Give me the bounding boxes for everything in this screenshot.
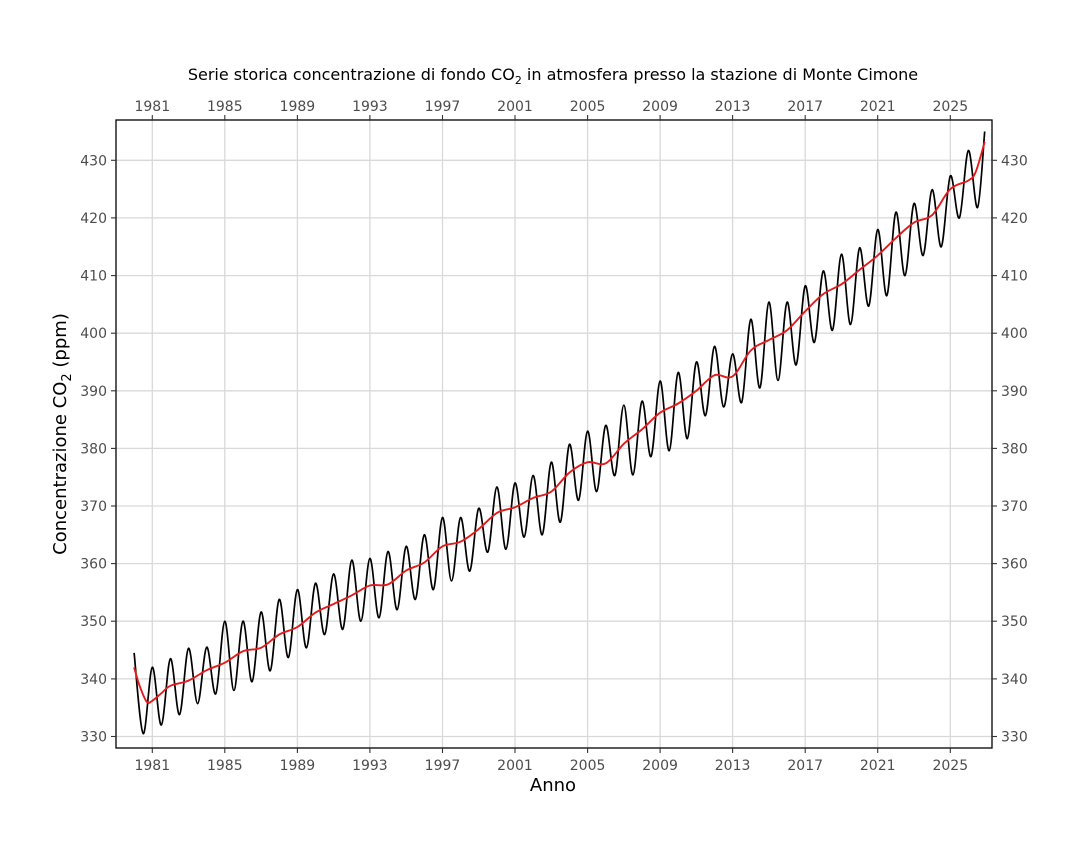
y-tick-label-left: 330 bbox=[80, 730, 107, 746]
x-tick-label-top: 2009 bbox=[642, 99, 678, 115]
y-tick-label-right: 370 bbox=[1001, 499, 1028, 515]
x-tick-label-bottom: 2005 bbox=[570, 758, 606, 774]
x-tick-label-bottom: 2017 bbox=[787, 758, 823, 774]
series-layer bbox=[133, 131, 986, 735]
x-tick-label-bottom: 1985 bbox=[207, 758, 243, 774]
x-tick-label-top: 2025 bbox=[932, 99, 968, 115]
y-tick-label-left: 350 bbox=[80, 614, 107, 630]
grid-lines bbox=[116, 120, 992, 748]
x-tick-label-top: 2013 bbox=[715, 99, 751, 115]
plot-panel-border bbox=[115, 119, 993, 749]
x-tick-label-bottom: 2021 bbox=[860, 758, 896, 774]
y-tick-label-left: 360 bbox=[80, 557, 107, 573]
y-tick-label-left: 400 bbox=[80, 326, 107, 342]
x-tick-label-bottom: 2009 bbox=[642, 758, 678, 774]
y-tick-label-left: 380 bbox=[80, 441, 107, 457]
y-tick-label-right: 400 bbox=[1001, 326, 1028, 342]
x-tick-label-bottom: 1989 bbox=[280, 758, 316, 774]
y-tick-label-left: 370 bbox=[80, 499, 107, 515]
y-tick-label-right: 340 bbox=[1001, 672, 1028, 688]
y-tick-label-right: 430 bbox=[1001, 153, 1028, 169]
chart-title: Serie storica concentrazione di fondo CO… bbox=[188, 65, 918, 87]
x-tick-label-bottom: 1993 bbox=[352, 758, 388, 774]
series-trend-line bbox=[133, 141, 986, 704]
x-tick-label-bottom: 2001 bbox=[497, 758, 533, 774]
x-tick-label-top: 2017 bbox=[787, 99, 823, 115]
y-tick-label-right: 350 bbox=[1001, 614, 1028, 630]
y-tick-label-right: 410 bbox=[1001, 269, 1028, 285]
y-tick-label-left: 410 bbox=[80, 269, 107, 285]
y-tick-label-right: 360 bbox=[1001, 557, 1028, 573]
y-tick-label-right: 380 bbox=[1001, 441, 1028, 457]
y-axis-title: Concentrazione CO2 (ppm) bbox=[50, 313, 75, 555]
y-tick-label-right: 390 bbox=[1001, 384, 1028, 400]
x-tick-label-bottom: 2025 bbox=[932, 758, 968, 774]
x-tick-label-top: 2001 bbox=[497, 99, 533, 115]
x-tick-label-top: 1981 bbox=[134, 99, 170, 115]
y-tick-label-left: 430 bbox=[80, 153, 107, 169]
y-tick-label-left: 420 bbox=[80, 211, 107, 227]
x-tick-label-bottom: 1997 bbox=[425, 758, 461, 774]
y-tick-label-left: 340 bbox=[80, 672, 107, 688]
x-tick-label-top: 2005 bbox=[570, 99, 606, 115]
x-tick-label-bottom: 1981 bbox=[134, 758, 170, 774]
y-tick-label-right: 420 bbox=[1001, 211, 1028, 227]
axes: 1981 1981 1985 1985 1989 1989 1993 1993 1997 1997… bbox=[80, 99, 1027, 774]
y-tick-label-right: 330 bbox=[1001, 730, 1028, 746]
series-monthly-line bbox=[133, 131, 986, 735]
x-tick-label-bottom: 2013 bbox=[715, 758, 751, 774]
x-tick-label-top: 2021 bbox=[860, 99, 896, 115]
x-tick-label-top: 1989 bbox=[280, 99, 316, 115]
y-tick-label-left: 390 bbox=[80, 384, 107, 400]
x-axis-title: Anno bbox=[530, 775, 576, 796]
x-tick-label-top: 1997 bbox=[425, 99, 461, 115]
x-tick-label-top: 1993 bbox=[352, 99, 388, 115]
x-tick-label-top: 1985 bbox=[207, 99, 243, 115]
